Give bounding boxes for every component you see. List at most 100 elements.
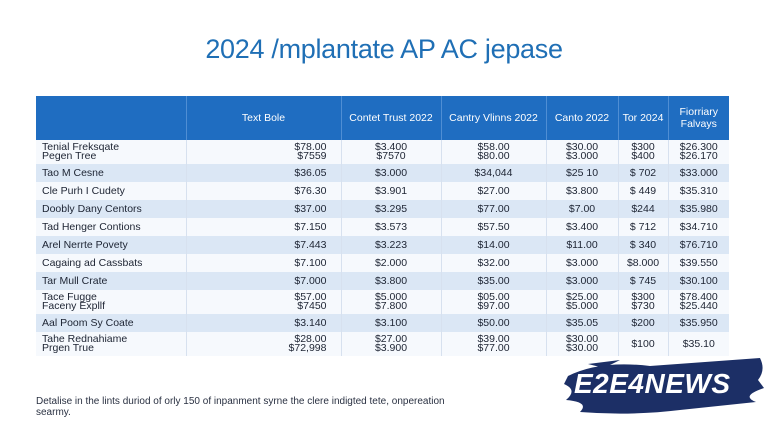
table-cell: $11.00 [546,236,619,254]
table-cell: $76.710 [668,236,729,254]
data-table-container: Text Bole Contet Trust 2022 Cantry Vlinns … [36,96,729,356]
table-row: Doobly Dany Centors $37.00 $3.295 $77.00 $7.… [36,200,729,218]
table-cell: $7.150 [186,218,342,236]
column-header: Fiorriary Falvays [668,96,729,140]
table-cell: $244 [618,200,669,218]
table-cell: $27.00 [441,182,547,200]
table-row: Tao M Cesne $36.05 $3.000 $34,044 $25 10 $ 70… [36,164,729,182]
table-cell: $ 449 [618,182,669,200]
table-cell: $ 340 [618,236,669,254]
table-cell: $3.000 [546,272,619,290]
table-cell: $3.800 [341,272,442,290]
table-cell: $39.550 [668,254,729,272]
table-cell: $14.00 [441,236,547,254]
table-cell: $37.00 [186,200,342,218]
row-label: Tenial Freksqate Pegen Tree [36,140,187,164]
table-cell: $78.400 $25.440 [668,290,729,314]
table-cell: $ 702 [618,164,669,182]
table-cell: $3.295 [341,200,442,218]
row-label: Aal Poom Sy Coate [36,314,187,332]
table-cell: $ 712 [618,218,669,236]
table-cell: $300 $400 [618,140,669,164]
table-row: Tar Mull Crate $7.000 $3.800 $35.00 $3.000 $ … [36,272,729,290]
table-cell: $30.100 [668,272,729,290]
table-cell: $5.000 $7.800 [341,290,442,314]
table-row: Cle Purh I Cudety $76.30 $3.901 $27.00 $3.80… [36,182,729,200]
table-cell: $35.310 [668,182,729,200]
row-label: Cle Purh I Cudety [36,182,187,200]
table-row: Tace Fugge Faceny Expllf $57.00 $7450 $5.000… [36,290,729,314]
table-cell: $ 745 [618,272,669,290]
table-row: Tenial Freksqate Pegen Tree $78.00 $7559 $3.… [36,140,729,164]
table-row: Arel Nerrte Povety $7.443 $3.223 $14.00 $11.… [36,236,729,254]
table-cell: $28.00 $72,998 [186,332,342,356]
column-header: Tor 2024 [618,96,669,140]
table-cell: $3.573 [341,218,442,236]
table-cell: $57.50 [441,218,547,236]
column-header: Contet Trust 2022 [341,96,442,140]
table-cell: $3.140 [186,314,342,332]
table-row: Cagaing ad Cassbats $7.100 $2.000 $32.00 $3.… [36,254,729,272]
row-label: Tahe Rednahiame Prgen True [36,332,187,356]
table-body: Tenial Freksqate Pegen Tree $78.00 $7559 $3.… [36,140,729,356]
brand-logo: E2E4NEWS [560,350,768,420]
table-cell: $7.443 [186,236,342,254]
table-cell: $7.100 [186,254,342,272]
column-header: Cantry Vlinns 2022 [441,96,547,140]
table-cell: $25.00 $5.000 [546,290,619,314]
table-row: Tahe Rednahiame Prgen True $28.00 $72,998 $2… [36,332,729,356]
table-cell: $32.00 [441,254,547,272]
page-title: 2024 /mplantate AP AC jepase [205,34,563,64]
data-table: Text Bole Contet Trust 2022 Cantry Vlinns … [36,96,729,356]
table-cell: $2.000 [341,254,442,272]
row-label: Tao M Cesne [36,164,187,182]
table-cell: $3.223 [341,236,442,254]
logo-brushstroke-icon [564,358,764,414]
column-header [36,96,187,140]
table-header-row: Text Bole Contet Trust 2022 Cantry Vlinns … [36,96,729,140]
table-cell: $35.950 [668,314,729,332]
row-label: Cagaing ad Cassbats [36,254,187,272]
table-row: Tad Henger Contions $7.150 $3.573 $57.50 $3.… [36,218,729,236]
table-cell: $05.00 $97.00 [441,290,547,314]
column-header: Text Bole [186,96,342,140]
table-cell: $57.00 $7450 [186,290,342,314]
table-cell: $300 $730 [618,290,669,314]
table-cell: $3.000 [341,164,442,182]
table-cell: $35.00 [441,272,547,290]
table-cell: $35.05 [546,314,619,332]
table-cell: $36.05 [186,164,342,182]
column-header: Canto 2022 [546,96,619,140]
table-cell: $34.710 [668,218,729,236]
row-label: Doobly Dany Centors [36,200,187,218]
table-cell: $30.00 $3.000 [546,140,619,164]
table-cell: $3.800 [546,182,619,200]
table-cell: $200 [618,314,669,332]
row-label: Arel Nerrte Povety [36,236,187,254]
table-cell: $35.980 [668,200,729,218]
table-cell: $8.000 [618,254,669,272]
table-cell: $27.00 $3.900 [341,332,442,356]
table-cell: $34,044 [441,164,547,182]
table-cell: $78.00 $7559 [186,140,342,164]
table-cell: $7.00 [546,200,619,218]
table-cell: $30.00 $30.00 [546,332,619,356]
table-row: Aal Poom Sy Coate $3.140 $3.100 $50.00 $35.0… [36,314,729,332]
table-cell: $50.00 [441,314,547,332]
table-cell: $77.00 [441,200,547,218]
table-cell: $35.10 [668,332,729,356]
row-label: Tace Fugge Faceny Expllf [36,290,187,314]
row-label: Tad Henger Contions [36,218,187,236]
table-cell: $3.400 [546,218,619,236]
table-cell: $100 [618,332,669,356]
row-label: Tar Mull Crate [36,272,187,290]
table-cell: $3.901 [341,182,442,200]
table-cell: $7.000 [186,272,342,290]
table-cell: $3.100 [341,314,442,332]
table-cell: $58.00 $80.00 [441,140,547,164]
table-cell: $33.000 [668,164,729,182]
table-cell: $76.30 [186,182,342,200]
table-cell: $39.00 $77.00 [441,332,547,356]
logo-text: E2E4NEWS [574,368,731,399]
table-cell: $3.000 [546,254,619,272]
